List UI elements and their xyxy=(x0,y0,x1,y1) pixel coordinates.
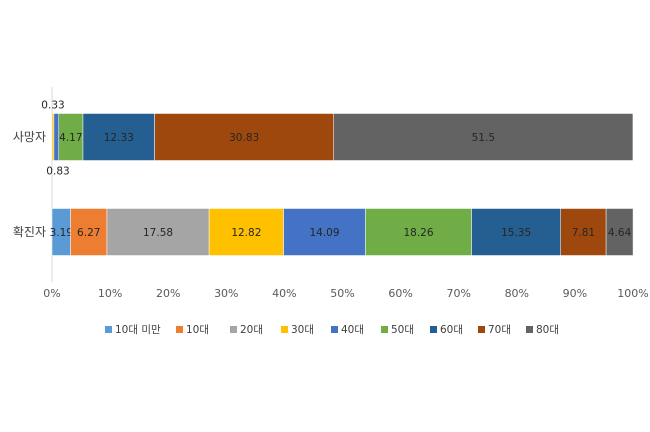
legend-label: 70대 xyxy=(488,324,511,336)
x-tick-label: 50% xyxy=(330,287,354,300)
data-label: 14.09 xyxy=(309,227,339,239)
x-tick-label: 70% xyxy=(446,287,470,300)
x-tick-label: 80% xyxy=(505,287,529,300)
data-label: 15.35 xyxy=(501,227,531,239)
category-label: 사망자 xyxy=(13,130,46,144)
x-tick-label: 20% xyxy=(156,287,180,300)
legend-swatch xyxy=(281,326,288,333)
legend-swatch xyxy=(478,326,485,333)
data-label: 3.19 xyxy=(50,227,73,239)
legend-label: 10대 미만 xyxy=(115,324,161,336)
data-label: 4.64 xyxy=(608,227,632,239)
legend-label: 50대 xyxy=(391,324,414,336)
bar-segment xyxy=(154,113,334,161)
legend-swatch xyxy=(381,326,388,333)
legend-swatch xyxy=(331,326,338,333)
bar-segment xyxy=(365,208,472,256)
x-tick-label: 90% xyxy=(563,287,587,300)
bar-segment xyxy=(471,208,561,256)
legend-label: 10대 xyxy=(186,324,209,336)
legend-label: 60대 xyxy=(440,324,463,336)
bar-segment xyxy=(605,208,634,256)
data-label: 0.83 xyxy=(46,166,69,178)
legend-label: 30대 xyxy=(291,324,314,336)
legend-swatch xyxy=(230,326,237,333)
legend-label: 80대 xyxy=(536,324,559,336)
category-label: 확진자 xyxy=(13,225,46,239)
data-label: 12.33 xyxy=(104,132,134,144)
x-tick-label: 60% xyxy=(388,287,412,300)
legend-swatch xyxy=(526,326,533,333)
x-tick-label: 30% xyxy=(214,287,238,300)
bar-segment xyxy=(53,113,59,161)
bar-segment xyxy=(82,113,155,161)
legend-swatch xyxy=(176,326,183,333)
data-label: 12.82 xyxy=(231,227,261,239)
legend-swatch xyxy=(105,326,112,333)
data-label: 0.33 xyxy=(41,100,64,112)
data-label: 30.83 xyxy=(229,132,259,144)
data-label: 18.26 xyxy=(403,227,433,239)
bar-segment xyxy=(70,208,108,256)
x-tick-label: 0% xyxy=(43,287,60,300)
data-label: 6.27 xyxy=(77,227,100,239)
bar-segment xyxy=(333,113,634,161)
bar-segment xyxy=(560,208,607,256)
data-label: 51.5 xyxy=(472,132,495,144)
data-label: 7.81 xyxy=(572,227,595,239)
x-tick-label: 40% xyxy=(272,287,296,300)
x-tick-label: 100% xyxy=(617,287,648,300)
bar-segment xyxy=(106,208,210,256)
data-label: 17.58 xyxy=(143,227,173,239)
legend-label: 20대 xyxy=(240,324,263,336)
x-tick-label: 10% xyxy=(98,287,122,300)
legend-swatch xyxy=(430,326,437,333)
legend-label: 40대 xyxy=(341,324,364,336)
bar-segment xyxy=(208,208,284,256)
data-label: 4.17 xyxy=(59,132,82,144)
bar-segment xyxy=(51,113,55,161)
